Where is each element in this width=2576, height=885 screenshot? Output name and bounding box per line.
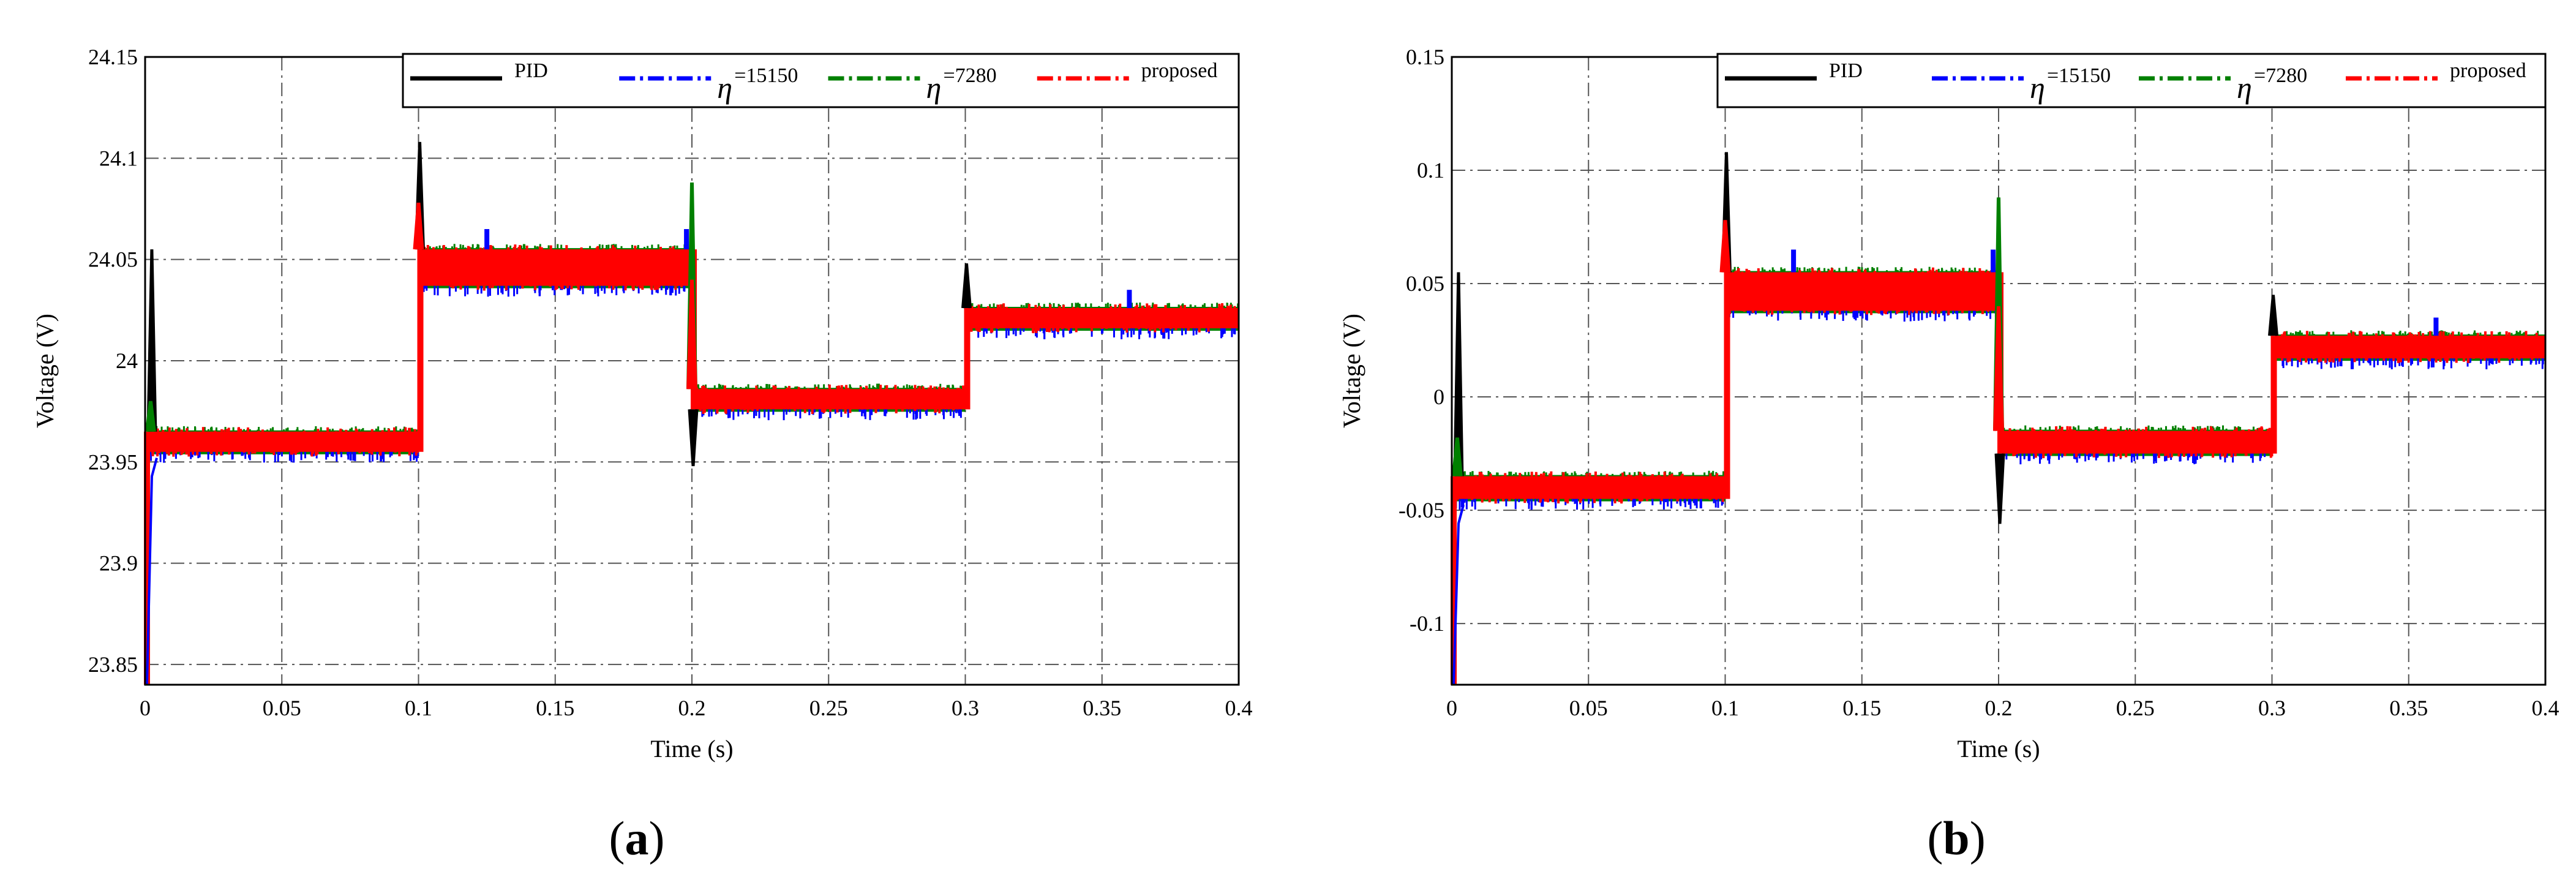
y-tick-label: 24.1 bbox=[99, 146, 138, 170]
y-tick-label: 0.05 bbox=[1406, 271, 1444, 296]
y-tick-label: 24.05 bbox=[88, 247, 138, 272]
legend-label: =7280 bbox=[2254, 64, 2307, 87]
y-tick-label: -0.1 bbox=[1410, 611, 1444, 636]
peak-mark bbox=[484, 229, 490, 250]
caption-open: ( bbox=[609, 812, 625, 865]
caption-close: ) bbox=[649, 812, 665, 865]
data-area bbox=[1451, 152, 2545, 685]
x-tick-label: 0.1 bbox=[405, 696, 432, 720]
caption-letter: a bbox=[625, 812, 649, 865]
legend-label: proposed bbox=[1141, 59, 1218, 82]
peak-mark bbox=[1994, 453, 2005, 524]
y-axis-label: Voltage (V) bbox=[31, 314, 59, 428]
peak-mark bbox=[1791, 249, 1797, 273]
x-axis-label: Time (s) bbox=[650, 735, 733, 763]
start-transient-blue bbox=[1452, 505, 1465, 685]
peak-mark bbox=[2268, 295, 2278, 336]
y-tick-label: 23.9 bbox=[99, 551, 138, 576]
y-tick-label: 24.15 bbox=[88, 45, 138, 69]
legend-label: PID bbox=[514, 59, 548, 82]
x-tick-label: 0.4 bbox=[1225, 696, 1253, 720]
x-tick-label: 0.3 bbox=[952, 696, 979, 720]
x-tick-label: 0 bbox=[140, 696, 151, 720]
peak-mark bbox=[413, 202, 424, 250]
y-tick-label: 23.85 bbox=[88, 652, 138, 677]
x-tick-label: 0.25 bbox=[2116, 696, 2155, 720]
panel-a: 0 0.05 0.1 0.15 0.2 0.25 0.3 0.35 0.4 23.85 23.9 23… bbox=[31, 45, 1253, 865]
x-tick-label: 0 bbox=[1446, 696, 1457, 720]
peak-mark bbox=[145, 401, 156, 432]
peak-mark bbox=[1719, 220, 1731, 273]
x-tick-label: 0.05 bbox=[263, 696, 301, 720]
x-tick-label: 0.05 bbox=[1569, 696, 1608, 720]
legend-eta-symbol: η bbox=[2237, 70, 2252, 105]
series-band-proposed bbox=[1455, 476, 1725, 499]
caption-open: ( bbox=[1927, 812, 1943, 865]
x-tick-label: 0.2 bbox=[1985, 696, 2013, 720]
y-tick-label: 0.1 bbox=[1417, 158, 1444, 183]
legend: PID η =15150 η =7280 proposed bbox=[1716, 53, 2547, 108]
peak-mark bbox=[961, 263, 972, 309]
legend-label: PID bbox=[1829, 59, 1863, 82]
y-tick-label: 0 bbox=[1433, 385, 1444, 409]
legend-label: =15150 bbox=[734, 64, 798, 87]
panel-caption: (a) bbox=[609, 812, 665, 865]
legend-label: =7280 bbox=[944, 64, 997, 87]
series-band-proposed bbox=[969, 308, 1239, 329]
start-transient-blue bbox=[146, 458, 158, 685]
series-peaks-1 bbox=[1791, 249, 2439, 336]
series-peaks-1 bbox=[484, 229, 1132, 308]
caption-letter: b bbox=[1943, 812, 1969, 865]
y-tick-label: 0.15 bbox=[1406, 45, 1444, 69]
peak-mark bbox=[1993, 306, 2004, 431]
peak-mark bbox=[1127, 290, 1132, 308]
peak-mark bbox=[1453, 272, 1464, 476]
x-tick-label: 0.15 bbox=[1842, 696, 1881, 720]
peak-mark bbox=[2433, 317, 2439, 336]
peak-mark bbox=[688, 409, 699, 467]
series-peaks-3 bbox=[1719, 220, 2004, 431]
peak-mark bbox=[146, 249, 157, 432]
y-axis-label: Voltage (V) bbox=[1338, 314, 1365, 428]
x-tick-label: 0.2 bbox=[678, 696, 706, 720]
legend-eta-symbol: η bbox=[926, 70, 942, 105]
peak-mark bbox=[684, 229, 689, 250]
legend-eta-symbol: η bbox=[2030, 70, 2045, 105]
legend-label: =15150 bbox=[2047, 64, 2111, 87]
series-band-proposed bbox=[149, 431, 419, 452]
y-tick-label: -0.05 bbox=[1399, 498, 1444, 522]
x-tick-label: 0.3 bbox=[2258, 696, 2286, 720]
series-band-proposed bbox=[422, 249, 692, 286]
panel-b: 0 0.05 0.1 0.15 0.2 0.25 0.3 0.35 0.4 -0.1 -0.05 0 0… bbox=[1338, 45, 2559, 865]
series-band-proposed bbox=[696, 389, 966, 410]
x-tick-label: 0.25 bbox=[809, 696, 848, 720]
y-tick-label: 24 bbox=[116, 348, 138, 373]
y-tick-label: 23.95 bbox=[88, 450, 138, 474]
x-tick-label: 0.35 bbox=[1083, 696, 1121, 720]
x-tick-label: 0.1 bbox=[1711, 696, 1739, 720]
x-tick-label: 0.35 bbox=[2389, 696, 2428, 720]
panel-caption: (b) bbox=[1927, 812, 1985, 865]
caption-close: ) bbox=[1970, 812, 1986, 865]
series-band-proposed bbox=[2275, 336, 2545, 359]
data-area bbox=[144, 141, 1239, 685]
peak-mark bbox=[1991, 249, 1996, 273]
peak-mark bbox=[1451, 437, 1463, 476]
series-peaks-3 bbox=[413, 202, 697, 390]
legend: PID η =15150 η =7280 proposed bbox=[402, 53, 1240, 108]
legend-label: proposed bbox=[2450, 59, 2526, 82]
legend-eta-symbol: η bbox=[717, 70, 732, 105]
x-tick-label: 0.15 bbox=[536, 696, 574, 720]
x-tick-label: 0.4 bbox=[2532, 696, 2559, 720]
series-peaks-0 bbox=[146, 141, 972, 467]
series-band-proposed bbox=[1729, 272, 1999, 311]
x-axis-label: Time (s) bbox=[1957, 735, 2040, 763]
peak-mark bbox=[686, 279, 697, 390]
series-peaks-0 bbox=[1453, 152, 2278, 524]
series-band-proposed bbox=[2002, 431, 2272, 454]
